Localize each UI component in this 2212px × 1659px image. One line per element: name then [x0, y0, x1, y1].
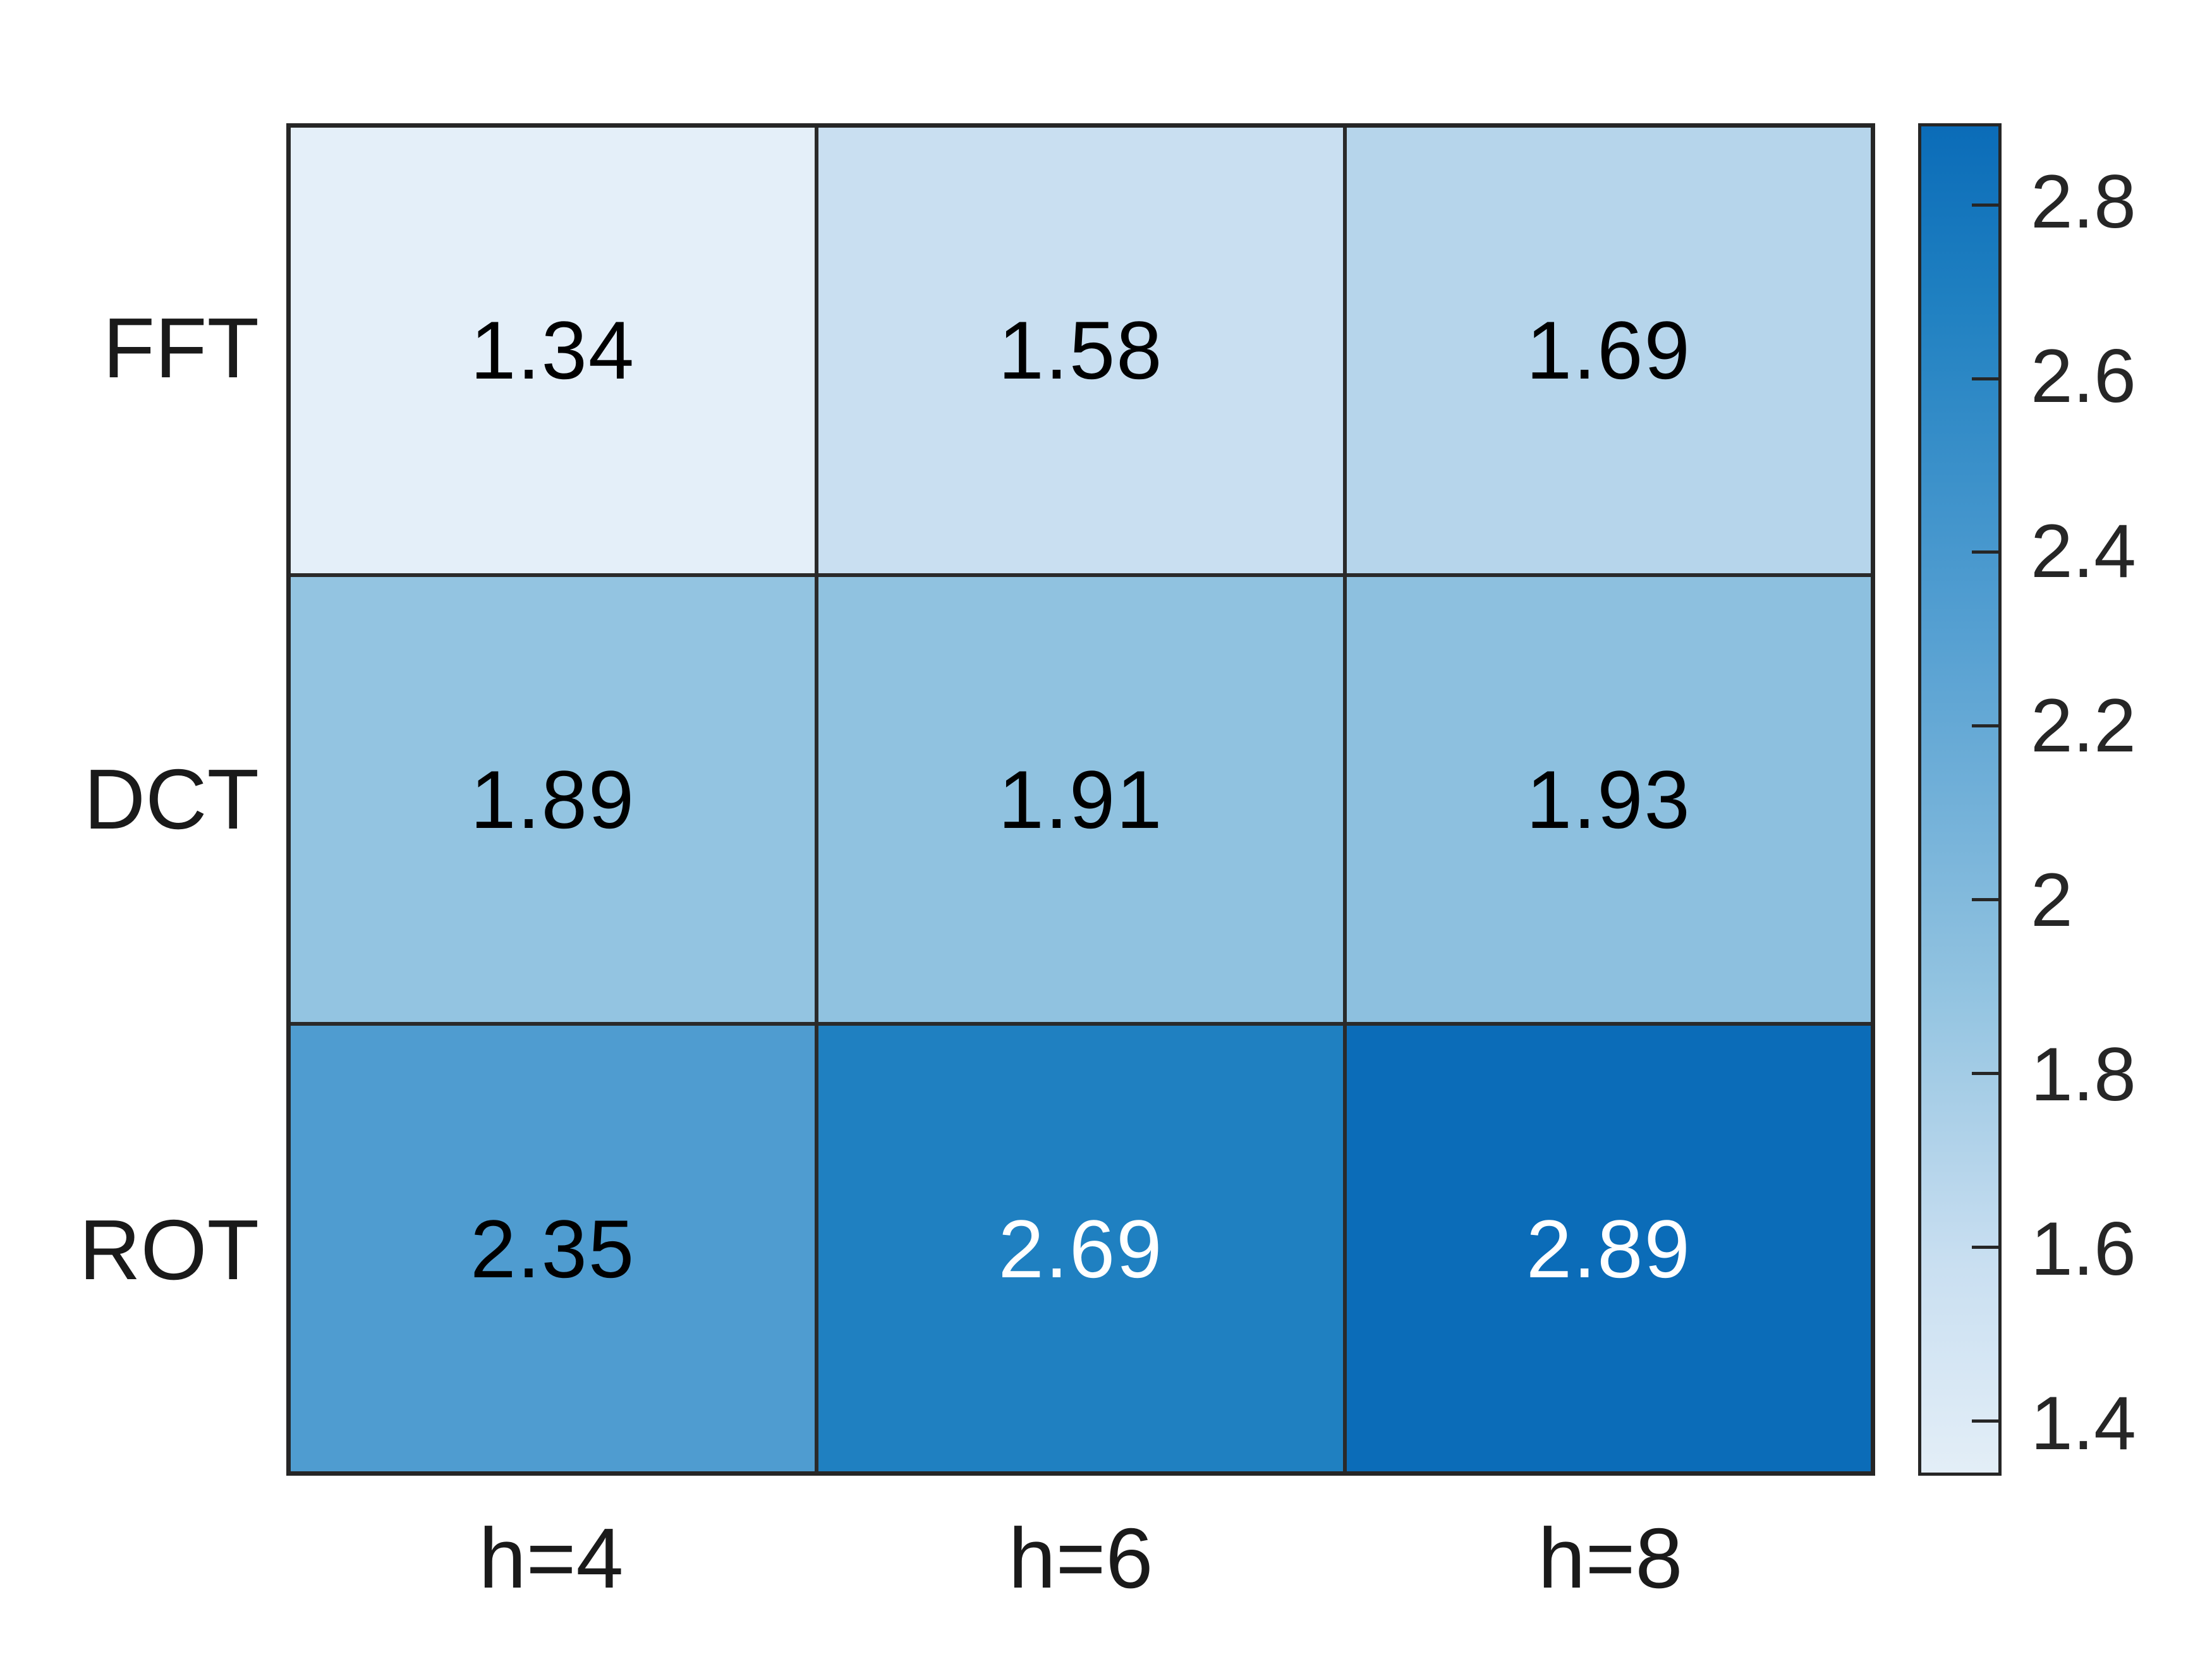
heatmap-cell-DCT-h=8: 1.93	[1346, 576, 1871, 1023]
colorbar-tick-2	[1972, 898, 1998, 901]
heatmap-cell-FFT-h=8: 1.69	[1346, 128, 1871, 573]
heatmap-cell-ROT-h=6: 2.69	[818, 1026, 1343, 1471]
heatmap-cell-FFT-h=4: 1.34	[291, 128, 815, 573]
colorbar-tick-2.2	[1972, 724, 1998, 727]
col-label-h=4: h=4	[478, 1510, 624, 1606]
colorbar-tick-1.4	[1972, 1419, 1998, 1423]
heatmap-cell-ROT-h=8: 2.89	[1346, 1026, 1871, 1471]
colorbar-tick-2.8	[1972, 204, 1998, 207]
colorbar-tick-label-2.8: 2.8	[2031, 159, 2136, 244]
colorbar-tick-label-1.6: 1.6	[2031, 1206, 2136, 1291]
colorbar	[1918, 123, 2002, 1476]
row-label-DCT: DCT	[83, 751, 259, 847]
colorbar-tick-label-2.4: 2.4	[2031, 509, 2136, 593]
colorbar-tick-label-1.4: 1.4	[2031, 1381, 2136, 1466]
colorbar-tick-label-2.2: 2.2	[2031, 683, 2136, 768]
heatmap-cell-FFT-h=6: 1.58	[818, 128, 1343, 573]
colorbar-tick-2.4	[1972, 550, 1998, 554]
colorbar-tick-label-2: 2	[2031, 858, 2073, 942]
heatmap-cell-DCT-h=4: 1.89	[291, 576, 815, 1023]
colorbar-tick-2.6	[1972, 377, 1998, 380]
heatmap-cell-DCT-h=6: 1.91	[818, 576, 1343, 1023]
colorbar-tick-1.8	[1972, 1072, 1998, 1075]
row-label-ROT: ROT	[79, 1202, 259, 1297]
heatmap-cell-ROT-h=4: 2.35	[291, 1026, 815, 1471]
row-label-FFT: FFT	[102, 300, 259, 396]
col-label-h=8: h=8	[1538, 1510, 1683, 1606]
heatmap-grid: 1.34 1.58 1.69 1.89 1.91 1.93 2.35 2.69 2.89	[286, 123, 1875, 1476]
colorbar-tick-1.6	[1972, 1246, 1998, 1249]
col-label-h=6: h=6	[1008, 1510, 1153, 1606]
colorbar-tick-label-2.6: 2.6	[2031, 334, 2136, 418]
colorbar-tick-label-1.8: 1.8	[2031, 1032, 2136, 1117]
